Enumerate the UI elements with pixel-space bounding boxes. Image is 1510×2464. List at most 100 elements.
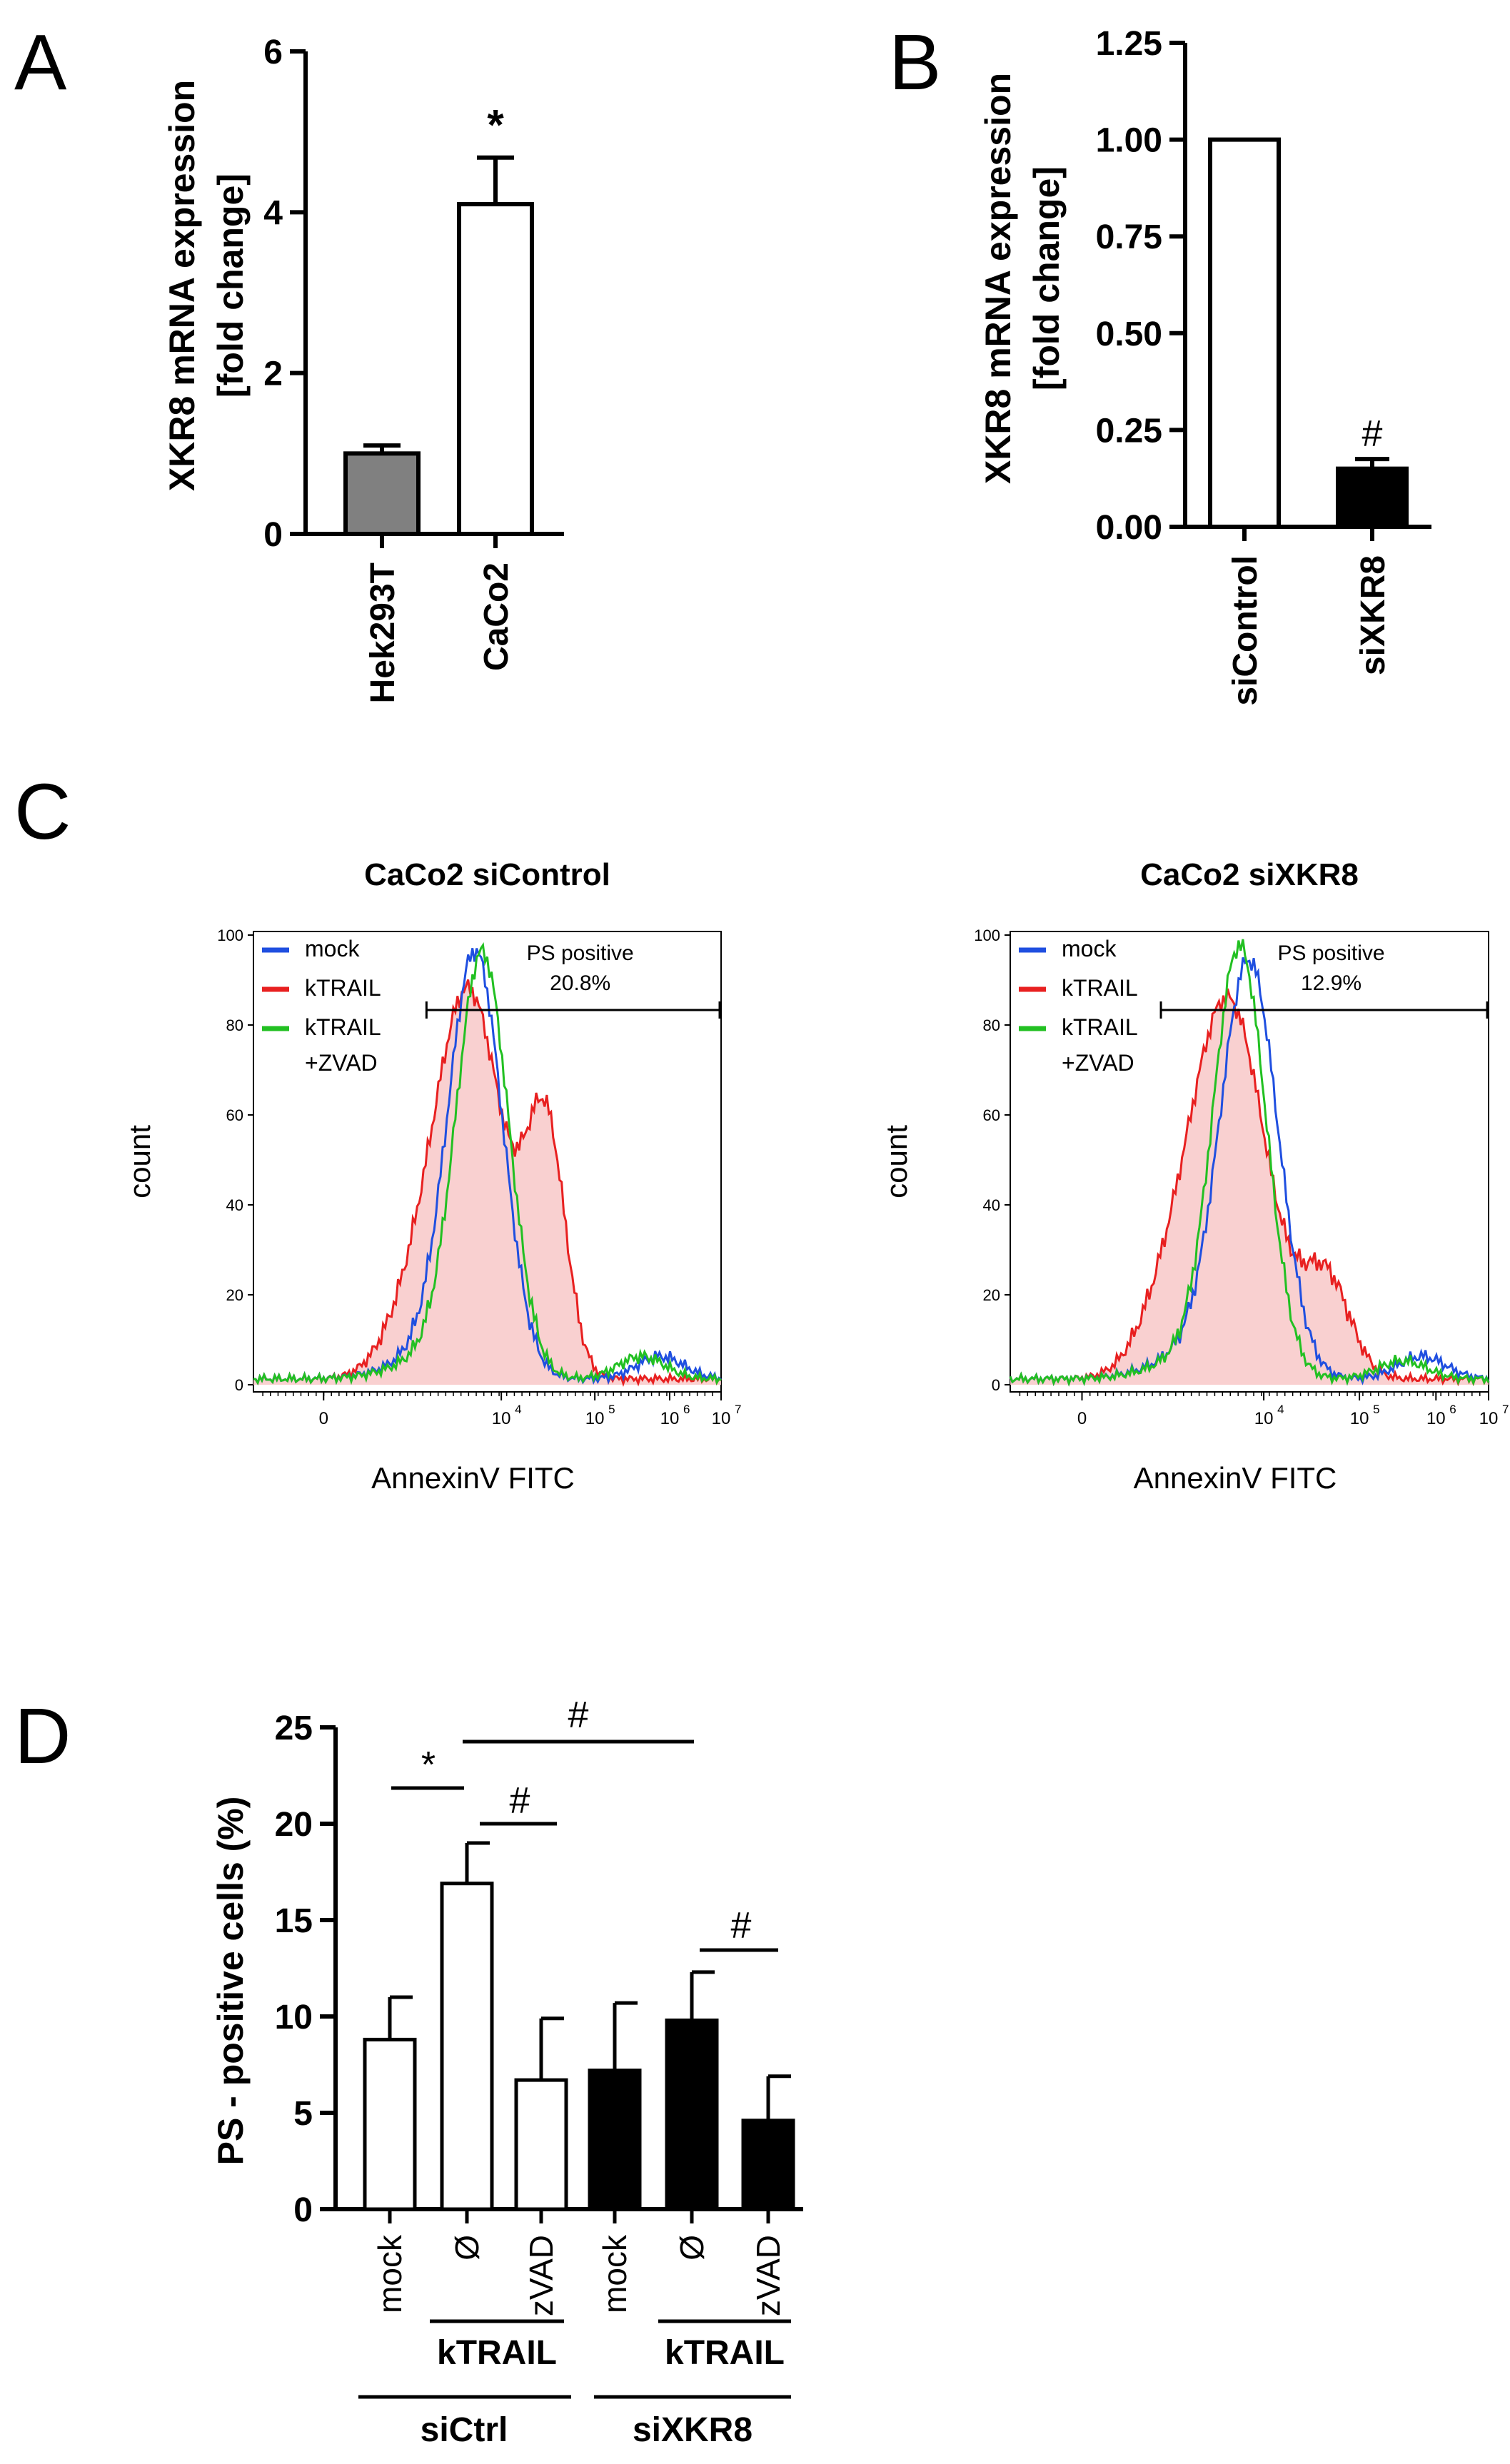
panel-b: XKR8 mRNA expression [fold change] 0.00 0…	[978, 25, 1431, 706]
c-xtick-label: 10	[1254, 1409, 1274, 1428]
c-xtick-label: 10	[660, 1409, 680, 1428]
c-xtick-label: 0	[319, 1409, 328, 1428]
d-ytick-label: 0	[293, 2191, 313, 2229]
c-gate-value: 12.9%	[1301, 971, 1361, 995]
c-ytick-label: 60	[983, 1106, 1000, 1124]
c-legend-mock-label: mock	[1062, 936, 1117, 961]
c-ytick-label: 40	[226, 1196, 243, 1214]
b-ytick-label: 0.25	[1096, 412, 1162, 450]
c-series-zvad	[253, 942, 722, 1385]
c-xlabel: AnnexinV FITC	[371, 1461, 575, 1495]
c-ytick-label: 20	[983, 1286, 1000, 1304]
d-bar	[514, 2078, 568, 2211]
c-title: CaCo2 siXKR8	[1140, 857, 1359, 892]
c-ytick-label: 100	[974, 926, 1000, 944]
d-ytick-label: 5	[293, 2095, 313, 2133]
b-ytick-label: 1.00	[1096, 122, 1162, 160]
d-ytick-label: 15	[275, 1902, 313, 1940]
panel-label-c: C	[14, 768, 71, 856]
panel-a: XKR8 mRNA expression [fold change] 0246 …	[162, 34, 564, 703]
b-significance: #	[1362, 413, 1383, 455]
c-ktrail-fill	[1010, 989, 1489, 1385]
d-xtick-label: zVAD	[750, 2235, 787, 2316]
panel-label-b: B	[889, 19, 941, 106]
c-xtick-label: 10	[492, 1409, 511, 1428]
c-ytick-label: 80	[983, 1016, 1000, 1034]
a-bar	[457, 202, 534, 536]
c-xtick-label: 0	[1077, 1409, 1087, 1428]
d-group-label: kTRAIL	[437, 2334, 557, 2372]
d-outer-label: siXKR8	[633, 2411, 753, 2449]
d-outer-label: siCtrl	[421, 2411, 508, 2449]
c-xtick-exponent: 5	[1373, 1403, 1379, 1416]
d-ylabel: PS - positive cells (%)	[211, 1797, 251, 2166]
c-frame	[253, 931, 722, 1393]
c-xtick-exponent: 4	[515, 1403, 521, 1416]
c-xtick-label: 10	[1479, 1409, 1499, 1428]
a-ytick-label: 6	[263, 34, 283, 71]
c-xtick-label: 10	[1350, 1409, 1369, 1428]
a-ytick-label: 2	[263, 355, 283, 393]
c-ytick-label: 0	[992, 1376, 1000, 1394]
d-xtick-label: zVAD	[523, 2235, 560, 2316]
b-ytick-label: 0.75	[1096, 218, 1162, 256]
c-xtick-exponent: 4	[1277, 1403, 1284, 1416]
panel-d: PS - positive cells (%) 0 5 10 15 20 25 mock Ø…	[211, 1695, 803, 2449]
c-gate-label: PS positive	[1277, 941, 1384, 965]
panel-label-a: A	[14, 19, 67, 106]
a-xtick-label: CaCo2	[478, 562, 515, 671]
c-legend-ktrail-zvad-label: kTRAIL	[1062, 1014, 1138, 1040]
c-gate-value: 20.8%	[550, 971, 610, 995]
a-xtick-label: Hek293T	[364, 562, 402, 703]
b-ylabel-line1: XKR8 mRNA expression	[978, 73, 1018, 484]
c-ktrail-fill	[253, 979, 721, 1385]
d-bar	[741, 2119, 795, 2211]
c-ytick-label: 20	[226, 1286, 243, 1304]
c-legend-mock-label: mock	[305, 936, 360, 961]
a-ytick-label: 4	[263, 194, 283, 232]
c-title: CaCo2 siControl	[364, 857, 610, 892]
d-xtick-label: mock	[596, 2234, 633, 2313]
b-xtick-label: siControl	[1227, 555, 1264, 706]
c-ylabel: count	[880, 1125, 913, 1198]
a-bar	[343, 451, 421, 536]
c-xtick-label: 10	[1426, 1409, 1446, 1428]
d-bar	[588, 2069, 642, 2211]
c-ytick-label: 80	[226, 1016, 243, 1034]
b-xtick-label: siXKR8	[1354, 555, 1392, 675]
d-ytick-label: 20	[275, 1806, 313, 1844]
c-ytick-label: 0	[235, 1376, 243, 1394]
d-sig-mark: #	[510, 1780, 530, 1822]
d-sig-mark: #	[568, 1695, 589, 1736]
c-legend-ktrail-zvad-label: kTRAIL	[305, 1014, 381, 1040]
b-bar	[1208, 137, 1281, 530]
d-xtick-label: mock	[371, 2234, 408, 2313]
d-sig-mark: *	[421, 1745, 436, 1786]
d-bar	[665, 2018, 719, 2211]
c-ytick-label: 40	[983, 1196, 1000, 1214]
c-xtick-exponent: 6	[1449, 1403, 1456, 1416]
d-sig-mark: #	[731, 1905, 752, 1947]
b-bar	[1336, 466, 1409, 530]
c-xlabel: AnnexinV FITC	[1134, 1461, 1337, 1495]
c-xtick-label: 10	[585, 1409, 605, 1428]
b-ylabel-line2: [fold change]	[1027, 166, 1067, 390]
c-legend-ktrail-label: kTRAIL	[305, 975, 381, 1001]
d-ytick-label: 10	[275, 1999, 313, 2036]
a-ylabel-line1: XKR8 mRNA expression	[162, 80, 202, 491]
d-group-label: kTRAIL	[665, 2334, 785, 2372]
d-xtick-label: Ø	[673, 2235, 710, 2261]
c-gate-label: PS positive	[527, 941, 634, 965]
a-significance: *	[487, 101, 504, 149]
c-xtick-exponent: 5	[608, 1403, 615, 1416]
b-ytick-label: 0.50	[1096, 315, 1162, 353]
d-bar	[440, 1882, 494, 2211]
c-series-zvad	[1009, 939, 1490, 1387]
d-bar	[363, 2037, 417, 2211]
a-ytick-label: 0	[263, 516, 283, 554]
c-ytick-label: 60	[226, 1106, 243, 1124]
c-legend-zvad-label2: +ZVAD	[1062, 1050, 1134, 1076]
